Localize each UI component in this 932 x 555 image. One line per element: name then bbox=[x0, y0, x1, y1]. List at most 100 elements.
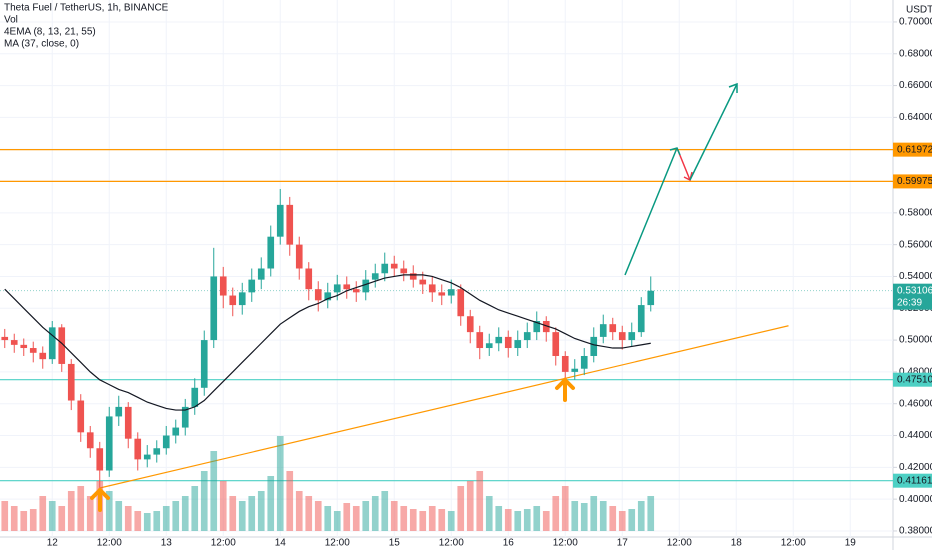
arrows bbox=[624, 82, 738, 276]
volume-bar bbox=[476, 471, 484, 531]
candle-body bbox=[10, 340, 18, 345]
candle-body bbox=[77, 400, 85, 433]
candle-body bbox=[533, 320, 541, 333]
candle-body bbox=[20, 344, 28, 349]
volume-bar bbox=[172, 501, 180, 531]
volume-bar bbox=[238, 501, 246, 531]
candle-body bbox=[295, 244, 303, 269]
y-tick-label: 0.46000 bbox=[899, 398, 932, 409]
candle-body bbox=[210, 276, 218, 341]
volume-bar bbox=[219, 481, 227, 531]
y-tick-label: 0.44000 bbox=[899, 430, 932, 441]
volume-bar bbox=[77, 486, 85, 531]
volume-bar bbox=[105, 491, 113, 531]
candle-body bbox=[485, 343, 493, 349]
volume-bar bbox=[295, 491, 303, 531]
candle-body bbox=[381, 263, 389, 274]
candle-body bbox=[39, 352, 47, 360]
candle-body bbox=[590, 336, 598, 356]
volume-bar bbox=[371, 496, 379, 531]
x-tick-label: 12:00 bbox=[439, 538, 464, 549]
candle-body bbox=[324, 292, 332, 301]
volume-bar bbox=[286, 471, 294, 531]
candle-body bbox=[314, 289, 322, 301]
candle-body bbox=[1, 336, 9, 341]
x-tick-label: 17 bbox=[617, 538, 629, 549]
x-tick-label: 19 bbox=[845, 538, 857, 549]
candle-body bbox=[96, 448, 104, 471]
volume-bar bbox=[352, 506, 360, 531]
volume-bar bbox=[571, 501, 579, 531]
candle-body bbox=[162, 435, 170, 449]
candle-body bbox=[86, 432, 94, 449]
y-tick-label: 0.64000 bbox=[899, 112, 932, 123]
volume-bar bbox=[618, 511, 626, 531]
grid bbox=[0, 0, 893, 537]
countdown: 26:39 bbox=[897, 297, 922, 308]
candle-body bbox=[267, 236, 275, 269]
candle-body bbox=[438, 292, 446, 296]
y-tick-label: 0.38000 bbox=[899, 526, 932, 537]
volume-bar bbox=[561, 486, 569, 531]
x-tick-label: 12:00 bbox=[325, 538, 350, 549]
volume-bar bbox=[248, 496, 256, 531]
candle-body bbox=[67, 363, 75, 401]
price-tag bbox=[893, 174, 932, 189]
y-tick-label: 0.58000 bbox=[899, 207, 932, 218]
volume-bar bbox=[29, 509, 37, 531]
candle-body bbox=[618, 332, 626, 341]
candle-body bbox=[352, 289, 360, 293]
candle-body bbox=[115, 406, 123, 417]
y-tick-label: 0.54000 bbox=[899, 271, 932, 282]
price-tag bbox=[893, 142, 932, 157]
price-tag bbox=[893, 372, 932, 387]
candle-body bbox=[647, 290, 655, 306]
x-tick-label: 16 bbox=[503, 538, 515, 549]
volume-bar bbox=[314, 501, 322, 531]
axis: 0.700000.680000.660000.640000.620000.600… bbox=[47, 17, 932, 549]
volume-bar bbox=[305, 496, 313, 531]
x-tick-label: 12 bbox=[47, 538, 59, 549]
volume-bar bbox=[390, 501, 398, 531]
candle-body bbox=[191, 387, 199, 407]
x-tick-label: 13 bbox=[161, 538, 173, 549]
x-tick-label: 12:00 bbox=[97, 538, 122, 549]
candle-body bbox=[219, 276, 227, 296]
volume-bar bbox=[409, 509, 417, 531]
volume-bar bbox=[542, 511, 550, 531]
volume-bar bbox=[637, 501, 645, 531]
volume-bar bbox=[1, 501, 9, 531]
candle-body bbox=[409, 273, 417, 280]
y-tick-label: 0.70000 bbox=[899, 17, 932, 28]
candle-body bbox=[495, 336, 503, 344]
volume-bar bbox=[86, 496, 94, 531]
candle-body bbox=[428, 284, 436, 293]
candle-body bbox=[153, 448, 161, 455]
volume-bar bbox=[115, 501, 123, 531]
price-tag-label: 0.53106 bbox=[897, 285, 932, 296]
arrow-up bbox=[689, 83, 738, 181]
candle-body bbox=[181, 406, 189, 428]
candle-body bbox=[457, 289, 465, 317]
candle-body bbox=[542, 320, 550, 333]
candle-body bbox=[466, 316, 474, 333]
volume-bar bbox=[447, 511, 455, 531]
candle-body bbox=[286, 204, 294, 245]
candle-body bbox=[333, 284, 341, 293]
x-tick-label: 12:00 bbox=[553, 538, 578, 549]
price-tag-label: 0.47510 bbox=[897, 374, 932, 385]
y-tick-label: 0.50000 bbox=[899, 335, 932, 346]
volume-bar bbox=[39, 496, 47, 531]
indicator: 4EMA (8, 13, 21, 55) bbox=[4, 27, 96, 38]
volume-bar bbox=[324, 506, 332, 531]
volume-bar bbox=[419, 511, 427, 531]
candle-body bbox=[29, 348, 37, 353]
x-tick-label: 15 bbox=[389, 538, 401, 549]
candle-body bbox=[599, 324, 607, 337]
volume-bar bbox=[48, 501, 56, 531]
volume-bar bbox=[162, 506, 170, 531]
volume-bar bbox=[590, 496, 598, 531]
candle-body bbox=[571, 368, 579, 372]
overlay bbox=[4, 274, 651, 411]
